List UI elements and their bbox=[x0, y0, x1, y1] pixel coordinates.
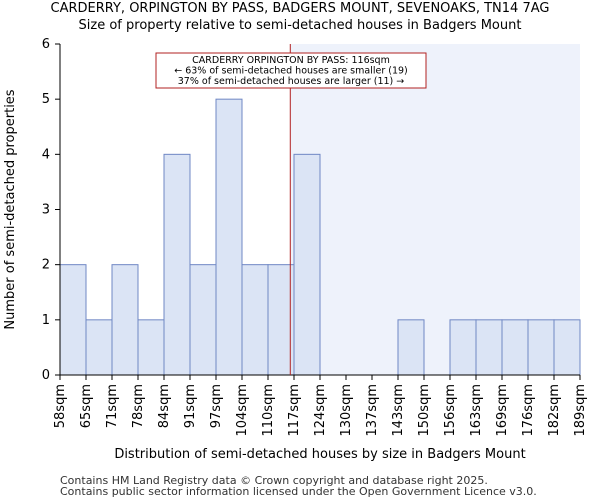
histogram-chart: 0 1 2 3 4 5 6 58sqm 65sqm 71sqm 78sqm 84sqm 91sqm 97s… bbox=[3, 37, 588, 462]
y-tick-label: 4 bbox=[42, 147, 50, 162]
chart-title: CARDERRY, ORPINGTON BY PASS, BADGERS MOU… bbox=[50, 1, 550, 16]
y-axis-title: Number of semi-detached properties bbox=[3, 89, 18, 329]
y-tick-label: 6 bbox=[42, 37, 50, 52]
x-tick-label: 84sqm bbox=[157, 384, 172, 428]
histogram-bar bbox=[137, 319, 165, 376]
histogram-bar bbox=[59, 264, 87, 376]
x-tick-label: 110sqm bbox=[261, 384, 276, 437]
histogram-bar bbox=[397, 319, 425, 376]
histogram-bar bbox=[527, 319, 555, 376]
x-tick-label: 124sqm bbox=[313, 384, 328, 437]
histogram-bar bbox=[293, 153, 321, 376]
histogram-bar bbox=[267, 264, 295, 376]
x-tick-label: 143sqm bbox=[391, 384, 406, 437]
x-tick-label: 78sqm bbox=[131, 384, 146, 428]
histogram-bar bbox=[475, 319, 503, 376]
x-tick-label: 97sqm bbox=[209, 384, 224, 428]
x-tick-label: 71sqm bbox=[105, 384, 120, 428]
x-tick-label: 156sqm bbox=[443, 384, 458, 437]
x-tick-label: 163sqm bbox=[469, 384, 484, 437]
x-tick-label: 130sqm bbox=[339, 384, 354, 437]
y-tick-label: 0 bbox=[42, 368, 50, 383]
x-tick-label: 58sqm bbox=[53, 384, 68, 428]
x-tick-label: 65sqm bbox=[79, 384, 94, 428]
histogram-bar bbox=[85, 319, 113, 376]
x-axis-title: Distribution of semi-detached houses by … bbox=[114, 447, 525, 462]
y-tick-label: 5 bbox=[42, 92, 50, 107]
x-tick-label: 182sqm bbox=[547, 384, 562, 437]
histogram-bar bbox=[163, 153, 191, 376]
x-tick-label: 150sqm bbox=[417, 384, 432, 437]
histogram-bar bbox=[449, 319, 477, 376]
x-tick-label: 169sqm bbox=[495, 384, 510, 437]
histogram-bar bbox=[553, 319, 581, 376]
histogram-bar bbox=[215, 98, 243, 376]
footer-copyright: Contains HM Land Registry data © Crown c… bbox=[60, 474, 488, 487]
footer-licence: Contains public sector information licen… bbox=[60, 485, 537, 498]
x-tick-label: 117sqm bbox=[287, 384, 302, 437]
y-tick-label: 1 bbox=[42, 313, 50, 328]
x-tick-label: 137sqm bbox=[365, 384, 380, 437]
annotation-line: 37% of semi-detached houses are larger (… bbox=[178, 76, 405, 87]
histogram-bar bbox=[501, 319, 529, 376]
histogram-bar bbox=[241, 264, 269, 376]
x-tick-label: 176sqm bbox=[521, 384, 536, 437]
annotation-line: CARDERRY ORPINGTON BY PASS: 116sqm bbox=[192, 55, 390, 66]
histogram-bar bbox=[111, 264, 139, 376]
y-tick-label: 3 bbox=[42, 203, 50, 218]
chart-subtitle: Size of property relative to semi-detach… bbox=[78, 18, 522, 33]
x-tick-label: 189sqm bbox=[573, 384, 588, 437]
x-tick-label: 104sqm bbox=[235, 384, 250, 437]
y-tick-label: 2 bbox=[42, 258, 50, 273]
x-tick-label: 91sqm bbox=[183, 384, 198, 428]
annotation-line: ← 63% of semi-detached houses are smalle… bbox=[174, 66, 408, 77]
histogram-bar bbox=[189, 264, 217, 376]
annotation-box bbox=[155, 52, 427, 89]
